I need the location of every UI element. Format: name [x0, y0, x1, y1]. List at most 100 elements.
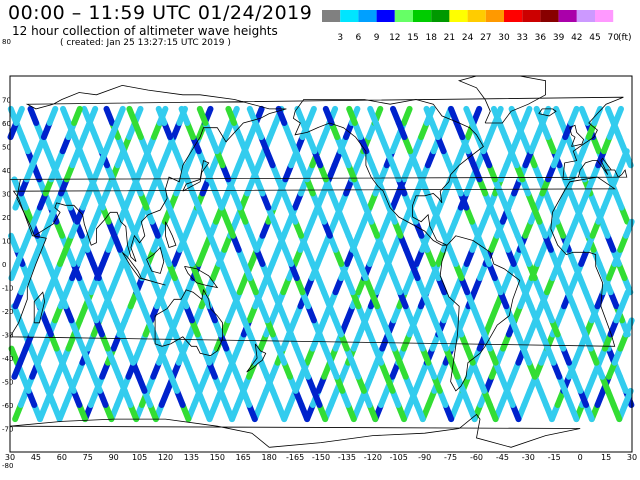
legend-label-9: 9	[374, 33, 380, 43]
track-segment	[604, 105, 617, 126]
legend-label-18: 18	[425, 33, 437, 43]
lat-tick-label: 60	[2, 120, 11, 128]
legend-label-24: 24	[462, 33, 474, 43]
lon-tick-label: -75	[444, 453, 457, 462]
lon-tick-label: -120	[364, 453, 382, 462]
track-segment	[225, 105, 238, 126]
track-segment	[567, 105, 580, 126]
lat-tick-label: 30	[2, 191, 11, 199]
track-segment	[322, 105, 335, 126]
legend-label-33: 33	[516, 33, 527, 43]
track-segment	[463, 105, 476, 126]
legend-swatch-9	[358, 10, 377, 22]
legend-swatch-24	[449, 10, 468, 22]
legend-label-45: 45	[589, 33, 600, 43]
coast-philippines	[165, 221, 177, 249]
legend-swatch-18	[413, 10, 432, 22]
legend-label-15: 15	[407, 33, 418, 43]
legend-swatch-15	[394, 10, 413, 22]
lon-tick-label: 165	[236, 453, 251, 462]
track-segment	[178, 105, 191, 126]
lat-tick-label: -70	[2, 426, 13, 434]
track-segment	[618, 148, 630, 169]
latitude-tick-labels: 80 70 60 50 40 30 20 10 0 -10 -20 -30 -40 -50 -60 -70 -8…	[2, 38, 13, 470]
legend-unit-label: (ft)	[618, 33, 632, 43]
track-segment	[619, 289, 631, 310]
graticule	[9, 75, 633, 453]
coast-south-america	[439, 235, 521, 392]
track-segment	[126, 105, 139, 126]
coast-north-america	[292, 99, 484, 246]
created-timestamp: ( created: Jan 25 13:27:15 UTC 2019 )	[60, 38, 231, 48]
track-segment	[622, 387, 634, 408]
coast-borneo	[146, 246, 165, 274]
coastlines	[9, 75, 628, 448]
lat-tick-label: 80	[2, 38, 11, 46]
lon-tick-label: 30	[627, 453, 637, 462]
legend-label-27: 27	[480, 33, 491, 43]
track-segment	[623, 218, 635, 239]
legend-swatch-39	[540, 10, 559, 22]
lon-tick-label: 120	[158, 453, 173, 462]
lat-tick-label: 10	[2, 238, 11, 246]
legend-swatch-42	[558, 10, 577, 22]
lon-tick-label: 0	[578, 453, 583, 462]
legend-swatch-33	[504, 10, 523, 22]
legend-swatch-27	[467, 10, 486, 22]
track-segment	[60, 105, 72, 126]
track-segment	[508, 105, 521, 126]
track-segment	[27, 105, 40, 126]
lon-tick-label: 135	[184, 453, 199, 462]
legend-label-6: 6	[356, 33, 362, 43]
lon-tick-label: -150	[312, 453, 330, 462]
legend-swatch-70	[595, 10, 614, 22]
track-segment	[470, 105, 483, 126]
coast-iceland	[538, 108, 557, 117]
coast-africa	[9, 176, 616, 347]
track-segment	[448, 105, 460, 126]
legend-swatch-12	[376, 10, 395, 22]
legend-label-42: 42	[571, 33, 582, 43]
track-segment	[275, 105, 288, 126]
lon-tick-label: -60	[470, 453, 483, 462]
track-segment	[423, 105, 436, 126]
track-segment	[71, 105, 83, 126]
lat-tick-label: -20	[2, 308, 13, 316]
legend-swatch-45	[576, 10, 595, 22]
legend-swatch-36	[522, 10, 541, 22]
coast-uk	[569, 124, 585, 147]
legend-swatch-3	[322, 10, 341, 22]
lon-tick-label: -15	[548, 453, 561, 462]
coast-australia	[154, 288, 223, 357]
legend-label-36: 36	[535, 33, 547, 43]
track-segment	[623, 317, 635, 338]
wave-height-legend: 3 6 9 12 15 18 21 24 27 30 33 36 39 42 45 70 (ft)	[322, 10, 632, 43]
track-segment	[155, 105, 168, 126]
track-segment	[46, 105, 59, 126]
coast-eurasia	[9, 84, 628, 262]
lat-tick-label: -60	[2, 402, 13, 410]
lon-tick-label: 180	[262, 453, 277, 462]
track-segment	[400, 105, 413, 126]
lat-tick-label: -40	[2, 355, 13, 363]
coast-new-zealand	[246, 343, 267, 373]
lat-tick-label: 0	[2, 261, 6, 269]
legend-label-3: 3	[337, 33, 343, 43]
track-segment	[8, 232, 20, 253]
track-segment	[367, 105, 379, 126]
coast-madagascar	[33, 291, 46, 324]
track-segment	[294, 105, 307, 126]
coast-japan	[182, 160, 210, 192]
legend-label-12: 12	[389, 33, 400, 43]
lat-tick-label: -50	[2, 379, 13, 387]
lon-tick-label: -30	[522, 453, 535, 462]
lon-tick-label: 105	[132, 453, 147, 462]
legend-label-30: 30	[498, 33, 510, 43]
lon-tick-label: -45	[496, 453, 509, 462]
lat-tick-label: 50	[2, 144, 11, 152]
track-segment	[539, 105, 552, 126]
longitude-tick-labels: 30 45 60 75 90 105 120 135 150 165 180 -165 -150 -135…	[5, 453, 637, 462]
track-segment	[196, 105, 209, 126]
lon-tick-label: 60	[57, 453, 67, 462]
track-segment	[305, 105, 317, 126]
